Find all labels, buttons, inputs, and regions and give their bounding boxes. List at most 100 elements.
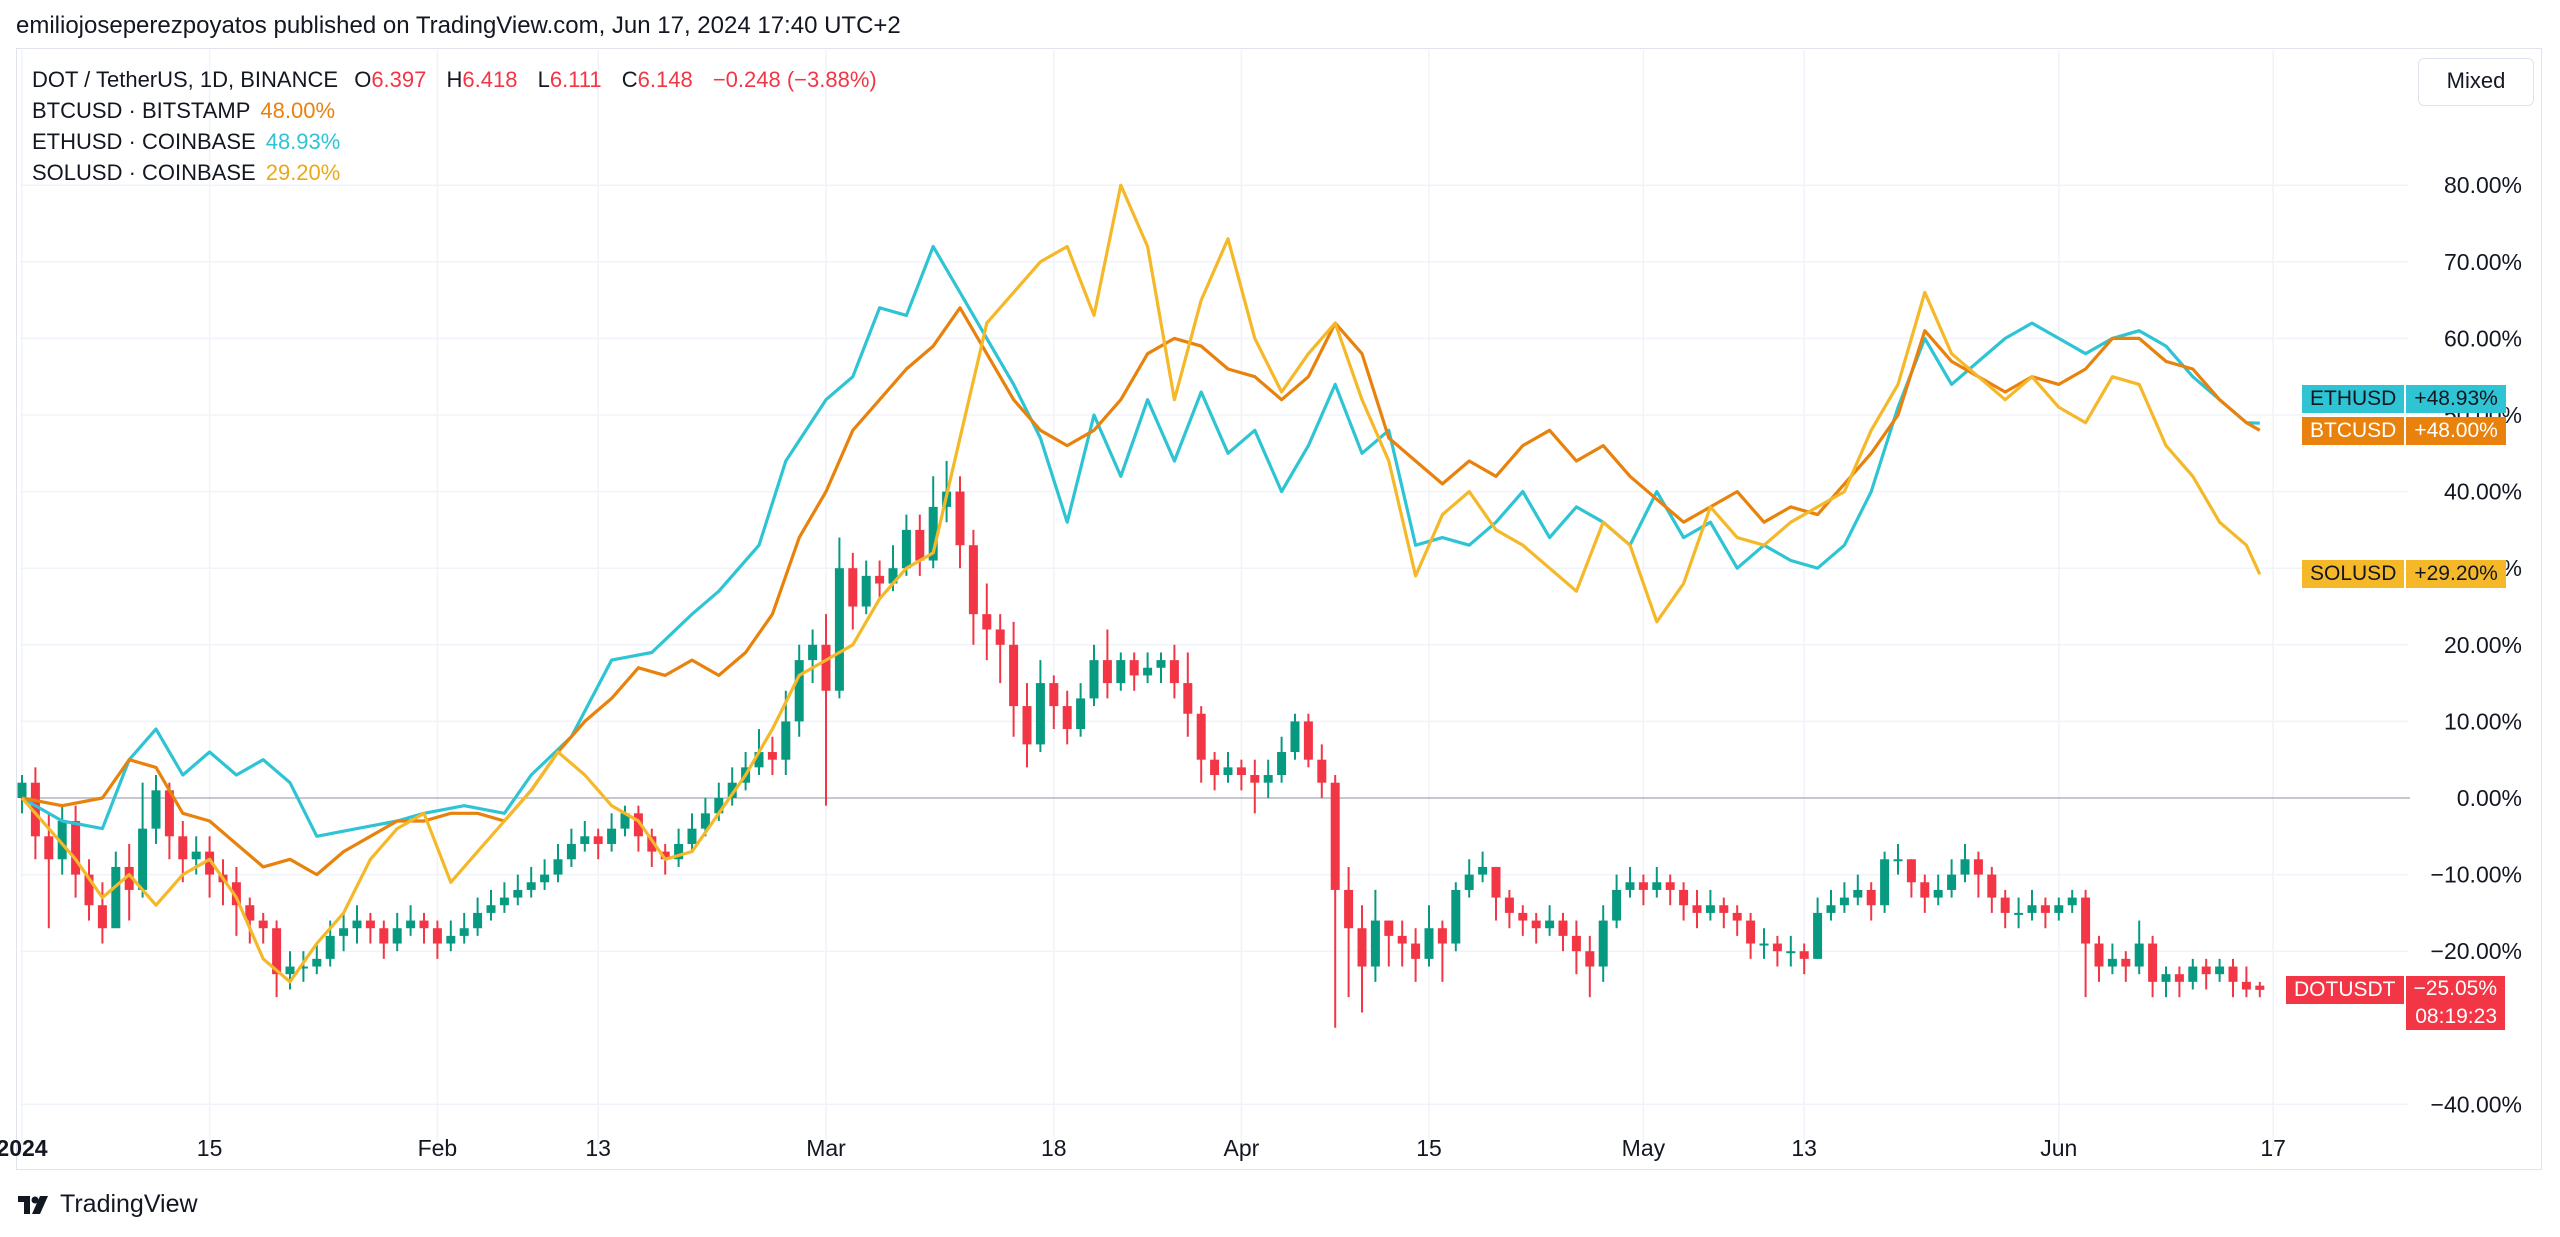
legend-high-label: H (446, 67, 463, 92)
candle-body (2014, 912, 2024, 915)
candle-body (1491, 866, 1501, 898)
candle-body (2107, 958, 2117, 967)
candle-body (285, 966, 295, 975)
candle-body (392, 928, 402, 944)
candle-body (1183, 683, 1193, 714)
candle-body (1464, 874, 1474, 890)
candle-body (1478, 866, 1488, 875)
candle-body (71, 820, 81, 875)
candle-body (499, 897, 509, 906)
candle-body (1236, 767, 1246, 776)
candle-body (660, 851, 670, 860)
y-tick-label: −40.00% (2431, 1091, 2522, 1117)
candle-body (1933, 889, 1943, 898)
candle-body (1089, 660, 1099, 699)
legend-row-btc[interactable]: BTCUSD · BITSTAMP 48.00% (32, 95, 891, 126)
candle-body (1906, 859, 1916, 883)
dot-badge-value: −25.05% (2413, 977, 2498, 1000)
candle-body (111, 866, 121, 929)
scale-mode-button[interactable]: Mixed (2418, 58, 2534, 106)
candle-body (687, 828, 697, 844)
candle-body (44, 836, 54, 860)
candle-body (2228, 966, 2238, 982)
y-tick-label: 0.00% (2457, 785, 2522, 811)
candle-body (138, 828, 148, 890)
candle-body (1370, 920, 1380, 967)
legend: DOT / TetherUS, 1D, BINANCE O6.397 H6.41… (32, 64, 891, 188)
candle-body (2081, 897, 2091, 944)
candle-body (1571, 935, 1581, 952)
candle-body (486, 905, 496, 913)
legend-low-value: 6.111 (549, 67, 602, 92)
candle-body (2241, 981, 2251, 990)
candle-body (2255, 985, 2265, 990)
candle-body (1719, 905, 1729, 913)
x-tick-label: 2024 (0, 1135, 48, 1161)
candle-body (968, 545, 978, 615)
candle-body (1866, 889, 1876, 906)
candle-body (566, 843, 576, 860)
candle-body (2134, 943, 2144, 967)
candle-body (2188, 966, 2198, 982)
candle-body (1049, 683, 1059, 707)
candle-body (432, 928, 442, 944)
candle-body (1612, 889, 1622, 921)
candle-body (97, 905, 107, 929)
tradingview-brand[interactable]: TradingView (18, 1190, 198, 1219)
candle-body (674, 843, 684, 860)
publish-header: emiliojoseperezpoyatos published on Trad… (16, 12, 901, 39)
candle-body (17, 782, 27, 798)
candle-body (1665, 882, 1675, 890)
x-tick-label: 15 (197, 1135, 223, 1161)
candle-body (1893, 859, 1903, 862)
legend-sol-label: SOLUSD · COINBASE (32, 160, 256, 185)
candle-body (1920, 882, 1930, 898)
candle-body (1210, 759, 1220, 776)
y-axis: 80.00%70.00%60.00%50.00%40.00%30.00%20.0… (2431, 172, 2522, 1117)
candle-body (1826, 905, 1836, 913)
y-tick-label: 10.00% (2444, 708, 2522, 734)
candle-body (1169, 660, 1179, 684)
candle-body (861, 575, 871, 607)
legend-open-value: 6.397 (371, 67, 427, 92)
candle-body (30, 782, 40, 837)
candle-body (1344, 889, 1354, 929)
legend-close-value: 6.148 (637, 67, 693, 92)
candle-body (1531, 920, 1541, 929)
candle-body (2148, 943, 2158, 982)
candle-body (1116, 660, 1126, 684)
candle-body (1960, 859, 1970, 875)
legend-btc-label: BTCUSD · BITSTAMP (32, 98, 251, 123)
brand-label: TradingView (60, 1190, 198, 1218)
candle-body (446, 935, 456, 944)
candle-body (258, 920, 268, 929)
sol-badge-value: +29.20% (2406, 560, 2506, 588)
legend-row-sol[interactable]: SOLUSD · COINBASE 29.20% (32, 157, 891, 188)
legend-main-row[interactable]: DOT / TetherUS, 1D, BINANCE O6.397 H6.41… (32, 64, 891, 95)
candle-body (1062, 706, 1072, 730)
candle-body (164, 790, 174, 837)
candle-body (647, 836, 657, 852)
legend-row-eth[interactable]: ETHUSD · COINBASE 48.93% (32, 126, 891, 157)
candle-body (124, 866, 134, 890)
legend-sol-value: 29.20% (265, 160, 341, 185)
candle-body (1250, 775, 1260, 783)
legend-high-value: 6.418 (462, 67, 518, 92)
dot-badge-name: DOTUSDT (2286, 976, 2404, 1004)
candle-body (1786, 951, 1796, 954)
candle-body (1799, 951, 1809, 959)
candle-body (1330, 782, 1340, 890)
eth-badge-value: +48.93% (2406, 385, 2506, 413)
x-tick-label: Apr (1224, 1135, 1260, 1161)
candle-body (727, 782, 737, 798)
dot-price-badge: DOTUSDT −25.05% 08:19:23 (2286, 976, 2505, 1030)
x-tick-label: Feb (418, 1135, 458, 1161)
candle-body (1813, 912, 1823, 959)
candle-body (1290, 721, 1300, 753)
x-tick-label: 18 (1041, 1135, 1067, 1161)
candle-body (1545, 920, 1555, 929)
series-line-btcusd (21, 306, 2261, 877)
candle-body (2054, 905, 2064, 913)
candle-body (1585, 951, 1595, 967)
